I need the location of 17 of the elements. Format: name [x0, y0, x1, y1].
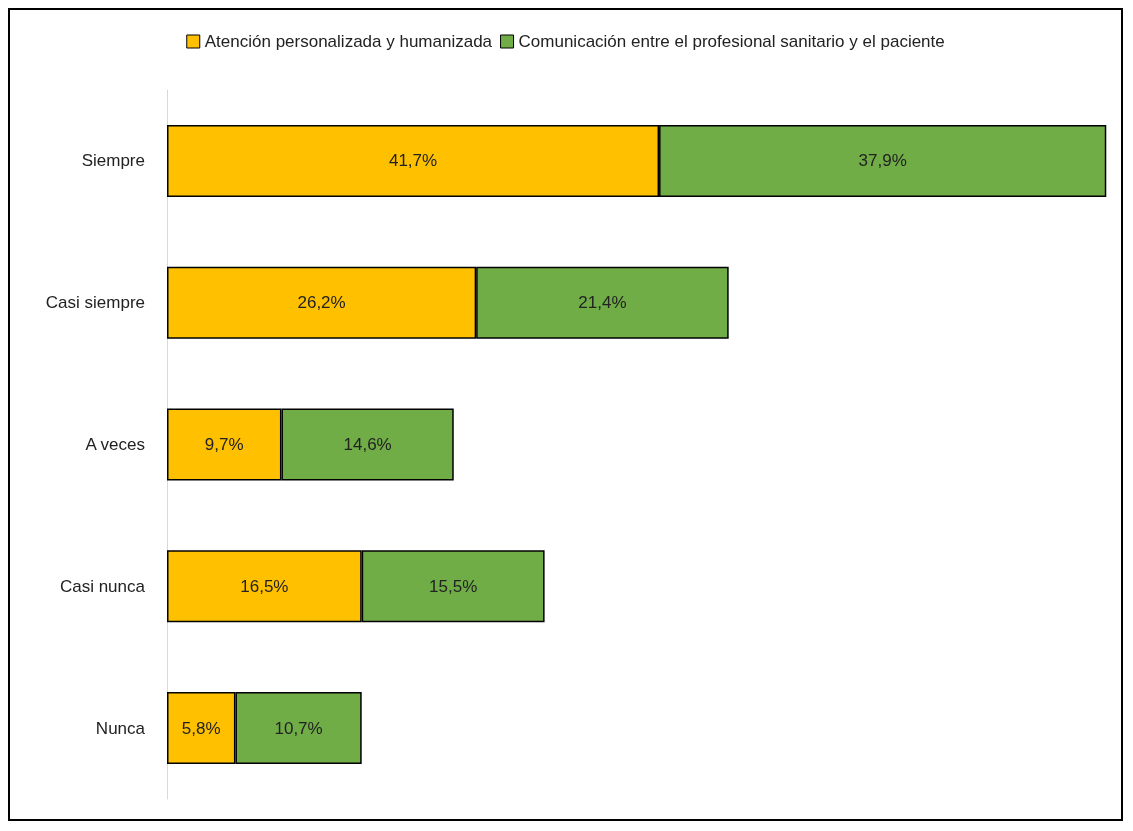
data-label: 26,2% [297, 293, 346, 313]
data-label: 9,7% [204, 435, 244, 454]
data-label: 14,6% [343, 435, 392, 454]
legend-label: Atención personalizada y humanizada [204, 32, 493, 51]
data-label: 41,7% [388, 151, 438, 171]
y-tick-label: Nunca [95, 718, 146, 738]
y-tick-label: Casi siempre [45, 293, 145, 313]
y-tick-label: Siempre [81, 151, 145, 171]
y-tick-label: A veces [85, 435, 145, 454]
data-label: 37,9% [858, 151, 907, 171]
y-tick-label: Casi nunca [59, 576, 146, 596]
data-label: 16,5% [240, 576, 289, 596]
data-label: 5,8% [181, 718, 221, 738]
data-label: 21,4% [578, 293, 627, 313]
data-label: 10,7% [274, 718, 323, 738]
data-label: 15,5% [429, 576, 478, 596]
legend-label: Comunicación entre el profesional sanitario y el paciente [518, 32, 945, 51]
